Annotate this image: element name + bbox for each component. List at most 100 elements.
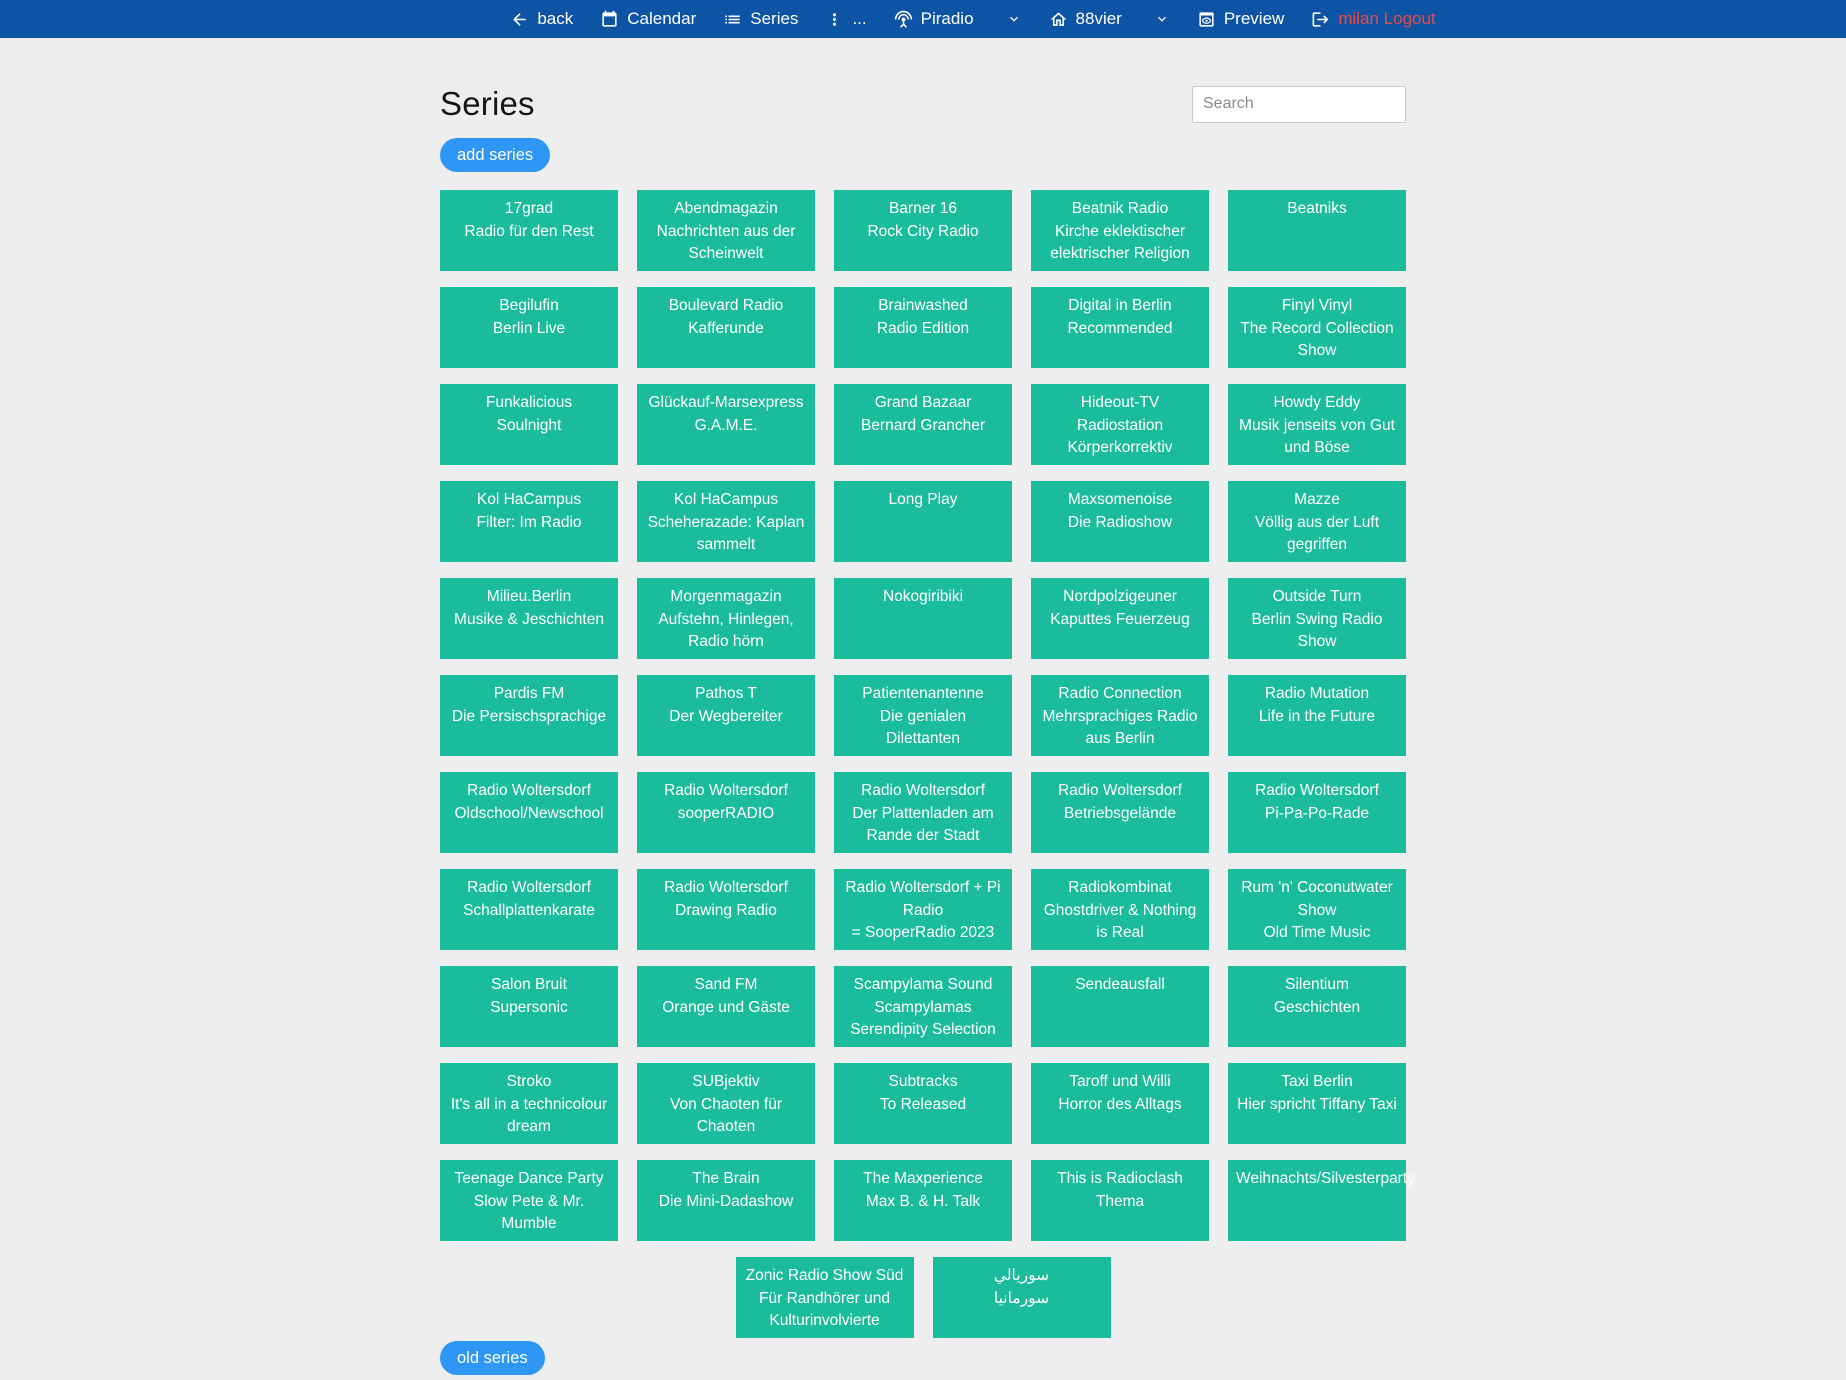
- series-card[interactable]: Begilufin Berlin Live: [440, 287, 618, 368]
- series-card[interactable]: Taxi Berlin Hier spricht Tiffany Taxi: [1228, 1063, 1406, 1144]
- series-card[interactable]: Glückauf-Marsexpress G.A.M.E.: [637, 384, 815, 465]
- series-card[interactable]: Finyl Vinyl The Record Collection Show: [1228, 287, 1406, 368]
- series-card[interactable]: Outside Turn Berlin Swing Radio Show: [1228, 578, 1406, 659]
- series-card[interactable]: Beatniks: [1228, 190, 1406, 271]
- chevron-down-icon[interactable]: [1154, 11, 1170, 27]
- series-card[interactable]: Mazze Völlig aus der Luft gegriffen: [1228, 481, 1406, 562]
- series-card[interactable]: Radio Woltersdorf Betriebsgelände: [1031, 772, 1209, 853]
- series-card-subtitle: Kaputtes Feuerzeug: [1050, 610, 1190, 628]
- nav-item-piradio[interactable]: Piradio: [894, 9, 1022, 29]
- series-card-subtitle: Schallplattenkarate: [463, 901, 595, 919]
- series-card-title: Radio Woltersdorf: [664, 879, 788, 896]
- nav-item-calendar[interactable]: Calendar: [600, 9, 696, 29]
- series-card[interactable]: Radio Woltersdorf Der Plattenladen am Ran…: [834, 772, 1012, 853]
- series-card-title: The Brain: [692, 1170, 760, 1187]
- series-card-subtitle: Die Radioshow: [1067, 513, 1173, 531]
- series-card[interactable]: Nokogiribiki: [834, 578, 1012, 659]
- page-header: Series: [440, 82, 1406, 126]
- series-card-subtitle: Von Chaoten für Chaoten: [669, 1095, 783, 1136]
- series-card[interactable]: Patientenantenne Die genialen Dilettanten: [834, 675, 1012, 756]
- series-card[interactable]: Silentium Geschichten: [1228, 966, 1406, 1047]
- series-card[interactable]: Barner 16 Rock City Radio: [834, 190, 1012, 271]
- nav-item-series[interactable]: Series: [723, 9, 798, 29]
- series-card[interactable]: Kol HaCampus Scheherazade: Kaplan sammelt: [637, 481, 815, 562]
- series-card[interactable]: Grand Bazaar Bernard Grancher: [834, 384, 1012, 465]
- series-card[interactable]: Pardis FM Die Persischsprachige: [440, 675, 618, 756]
- series-card[interactable]: Rum 'n' Coconutwater Show Old Time Music: [1228, 869, 1406, 950]
- series-card-title: Howdy Eddy: [1273, 394, 1361, 411]
- chevron-down-icon[interactable]: [1006, 11, 1022, 27]
- series-card[interactable]: 17grad Radio für den Rest: [440, 190, 618, 271]
- nav-item-more[interactable]: ...: [825, 9, 867, 29]
- series-card[interactable]: Radiokombinat Ghostdriver & Nothing is Re…: [1031, 869, 1209, 950]
- series-card-title: Glückauf-Marsexpress: [648, 394, 804, 411]
- nav-item-88vier[interactable]: 88vier: [1049, 9, 1170, 29]
- series-card-subtitle: Oldschool/Newschool: [454, 804, 604, 822]
- series-card[interactable]: The Brain Die Mini-Dadashow: [637, 1160, 815, 1241]
- series-card[interactable]: This is Radioclash Thema: [1031, 1160, 1209, 1241]
- series-card-subtitle: Die Mini-Dadashow: [658, 1192, 794, 1210]
- series-card[interactable]: Long Play: [834, 481, 1012, 562]
- series-card[interactable]: Radio Woltersdorf Schallplattenkarate: [440, 869, 618, 950]
- series-card[interactable]: Beatnik Radio Kirche eklektischer elektri…: [1031, 190, 1209, 271]
- series-card[interactable]: The Maxperience Max B. & H. Talk: [834, 1160, 1012, 1241]
- old-series-row: old series: [440, 1341, 1406, 1375]
- series-card[interactable]: Salon Bruit Supersonic: [440, 966, 618, 1047]
- series-card[interactable]: Weihnachts/Silvesterparty: [1228, 1160, 1415, 1241]
- series-card[interactable]: SUBjektiv Von Chaoten für Chaoten: [637, 1063, 815, 1144]
- series-card[interactable]: Howdy Eddy Musik jenseits von Gut und Bös…: [1228, 384, 1406, 465]
- series-card[interactable]: Zonic Radio Show Süd Für Randhörer und Ku…: [735, 1257, 914, 1338]
- search-input[interactable]: [1192, 85, 1406, 123]
- series-card-title: Digital in Berlin: [1068, 297, 1172, 314]
- series-card-subtitle: Musike & Jeschichten: [454, 610, 604, 628]
- series-card[interactable]: Radio Woltersdorf Oldschool/Newschool: [440, 772, 618, 853]
- nav-item-back[interactable]: back: [510, 9, 573, 29]
- series-card[interactable]: Digital in Berlin Recommended: [1031, 287, 1209, 368]
- series-card[interactable]: Sand FM Orange und Gäste: [637, 966, 815, 1047]
- series-card[interactable]: Abendmagazin Nachrichten aus der Scheinwe…: [637, 190, 815, 271]
- nav-item-logout[interactable]: milan Logout: [1311, 9, 1436, 29]
- add-series-row: add series: [440, 138, 1406, 172]
- nav-item-label: Preview: [1223, 9, 1285, 28]
- series-card[interactable]: Maxsomenoise Die Radioshow: [1031, 481, 1209, 562]
- series-card-title: Taroff und Willi: [1069, 1073, 1171, 1090]
- series-card[interactable]: Nordpolzigeuner Kaputtes Feuerzeug: [1031, 578, 1209, 659]
- series-card[interactable]: Hideout-TV Radiostation Körperkorrektiv: [1031, 384, 1209, 465]
- series-card[interactable]: Morgenmagazin Aufstehn, Hinlegen, Radio h…: [637, 578, 815, 659]
- nav-item-label: Series: [750, 9, 799, 28]
- series-card[interactable]: Teenage Dance Party Slow Pete & Mr. Mumbl…: [440, 1160, 618, 1241]
- series-card[interactable]: Sendeausfall: [1031, 966, 1209, 1047]
- series-card[interactable]: Scampylama Sound Scampylamas Serendipity …: [834, 966, 1012, 1047]
- series-card[interactable]: Radio Woltersdorf Drawing Radio: [637, 869, 815, 950]
- series-card[interactable]: Subtracks To Released: [834, 1063, 1012, 1144]
- series-card[interactable]: Boulevard Radio Kafferunde: [637, 287, 815, 368]
- series-card-title: Mazze: [1294, 491, 1340, 508]
- series-card-title: Maxsomenoise: [1067, 491, 1173, 508]
- series-card-title: Radio Mutation: [1264, 685, 1370, 702]
- series-card[interactable]: Funkalicious Soulnight: [440, 384, 618, 465]
- series-card-subtitle: Die Persischsprachige: [451, 707, 607, 725]
- nav-item-label: Piradio: [920, 9, 974, 28]
- series-card-subtitle: Slow Pete & Mr. Mumble: [473, 1192, 585, 1233]
- series-card[interactable]: Pathos T Der Wegbereiter: [637, 675, 815, 756]
- nav-item-preview[interactable]: Preview: [1197, 9, 1284, 29]
- series-card[interactable]: Radio Woltersdorf + Pi Radio = SooperRadi…: [834, 869, 1012, 950]
- series-card-title: Finyl Vinyl: [1281, 297, 1353, 314]
- series-card[interactable]: Radio Connection Mehrsprachiges Radio aus…: [1031, 675, 1209, 756]
- series-card[interactable]: Stroko It's all in a technicolour dream: [440, 1063, 618, 1144]
- series-card[interactable]: سوريالي سورمانيا: [932, 1257, 1111, 1338]
- series-card[interactable]: Kol HaCampus Filter: Im Radio: [440, 481, 618, 562]
- series-card[interactable]: Radio Woltersdorf sooperRADIO: [637, 772, 815, 853]
- series-card[interactable]: Taroff und Willi Horror des Alltags: [1031, 1063, 1209, 1144]
- old-series-button[interactable]: old series: [440, 1341, 545, 1375]
- series-card-subtitle: Die genialen Dilettanten: [879, 707, 967, 748]
- series-card[interactable]: Milieu.Berlin Musike & Jeschichten: [440, 578, 618, 659]
- series-card[interactable]: Radio Mutation Life in the Future: [1228, 675, 1406, 756]
- series-card[interactable]: Brainwashed Radio Edition: [834, 287, 1012, 368]
- add-series-button[interactable]: add series: [440, 138, 551, 172]
- series-card-title: Beatniks: [1287, 200, 1347, 217]
- series-card[interactable]: Radio Woltersdorf Pi-Pa-Po-Rade: [1228, 772, 1406, 853]
- series-card-subtitle: Supersonic: [490, 998, 568, 1016]
- nav-item-label: milan Logout: [1338, 9, 1436, 28]
- series-card-title: SUBjektiv: [692, 1073, 760, 1090]
